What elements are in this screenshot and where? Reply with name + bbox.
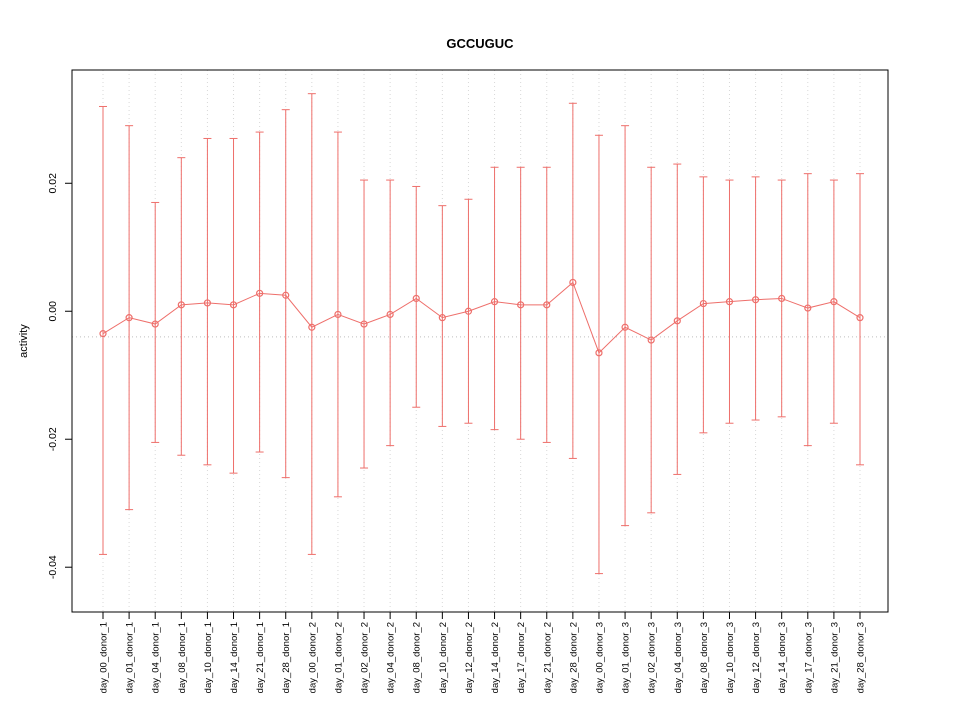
x-tick-label: day_08_donor_3 bbox=[699, 622, 710, 693]
data-point bbox=[804, 304, 812, 312]
data-point bbox=[151, 320, 159, 328]
x-tick-label: day_12_donor_3 bbox=[751, 622, 762, 693]
chart-title: GCCUGUC bbox=[446, 36, 514, 51]
x-tick-label: day_21_donor_3 bbox=[829, 622, 840, 693]
x-tick-label: day_01_donor_1 bbox=[125, 622, 136, 693]
y-tick-label: -0.02 bbox=[47, 427, 59, 451]
data-point bbox=[778, 294, 786, 303]
x-tick-label: day_08_donor_1 bbox=[177, 622, 188, 693]
data-point bbox=[595, 349, 603, 357]
y-tick-label: -0.04 bbox=[47, 555, 59, 579]
data-point bbox=[256, 289, 264, 297]
x-tick-label: day_08_donor_2 bbox=[412, 622, 423, 693]
x-tick-label: day_28_donor_1 bbox=[281, 622, 292, 693]
x-tick-label: day_17_donor_2 bbox=[516, 622, 527, 693]
x-tick-label: day_00_donor_3 bbox=[594, 622, 605, 693]
x-tick-label: day_28_donor_3 bbox=[856, 622, 867, 693]
y-tick-label: 0.02 bbox=[47, 173, 59, 194]
data-point bbox=[517, 301, 525, 309]
data-point bbox=[203, 299, 212, 307]
data-point bbox=[751, 296, 760, 304]
data-point bbox=[856, 314, 864, 322]
data-point bbox=[464, 307, 473, 315]
x-tick-label: day_28_donor_2 bbox=[568, 622, 579, 693]
x-tick-label: day_14_donor_2 bbox=[490, 622, 501, 693]
data-point bbox=[308, 323, 316, 331]
x-tick-label: day_10_donor_1 bbox=[203, 622, 214, 693]
x-tick-label: day_12_donor_2 bbox=[464, 622, 475, 693]
x-tick-label: day_00_donor_2 bbox=[307, 622, 318, 693]
data-point bbox=[99, 330, 107, 338]
x-tick-label: day_14_donor_3 bbox=[777, 622, 788, 693]
data-point bbox=[282, 291, 290, 299]
data-point bbox=[229, 301, 238, 309]
data-point bbox=[438, 314, 446, 322]
x-tick-label: day_04_donor_1 bbox=[151, 622, 162, 693]
data-point bbox=[386, 310, 394, 319]
x-tick-label: day_04_donor_2 bbox=[386, 622, 397, 693]
data-point bbox=[177, 301, 185, 309]
x-tick-label: day_14_donor_1 bbox=[229, 622, 240, 693]
data-point bbox=[412, 294, 420, 303]
data-point bbox=[647, 336, 655, 344]
series-line bbox=[102, 281, 861, 354]
data-point bbox=[699, 299, 707, 308]
data-point bbox=[569, 278, 577, 287]
y-axis-title: activity bbox=[18, 324, 30, 358]
data-point bbox=[725, 298, 734, 306]
data-point bbox=[830, 298, 838, 306]
x-tick-label: day_01_donor_2 bbox=[333, 622, 344, 693]
data-point bbox=[621, 323, 629, 331]
data-point bbox=[490, 298, 499, 306]
x-tick-label: day_02_donor_3 bbox=[647, 622, 658, 693]
plot-border bbox=[71, 69, 889, 613]
x-tick-label: day_01_donor_3 bbox=[621, 622, 632, 693]
x-tick-label: day_00_donor_1 bbox=[99, 622, 110, 693]
data-point bbox=[360, 320, 368, 328]
data-point bbox=[673, 317, 681, 325]
x-tick-label: day_10_donor_2 bbox=[438, 622, 449, 693]
x-tick-label: day_10_donor_3 bbox=[725, 622, 736, 693]
y-tick-label: 0.00 bbox=[47, 301, 59, 322]
x-tick-label: day_21_donor_1 bbox=[255, 622, 266, 693]
x-tick-label: day_02_donor_2 bbox=[360, 622, 371, 693]
data-point bbox=[125, 314, 133, 322]
x-tick-label: day_17_donor_3 bbox=[803, 622, 814, 693]
x-tick-label: day_04_donor_3 bbox=[673, 622, 684, 693]
data-point bbox=[543, 301, 551, 309]
x-tick-label: day_21_donor_2 bbox=[542, 622, 553, 693]
data-point bbox=[334, 310, 342, 319]
